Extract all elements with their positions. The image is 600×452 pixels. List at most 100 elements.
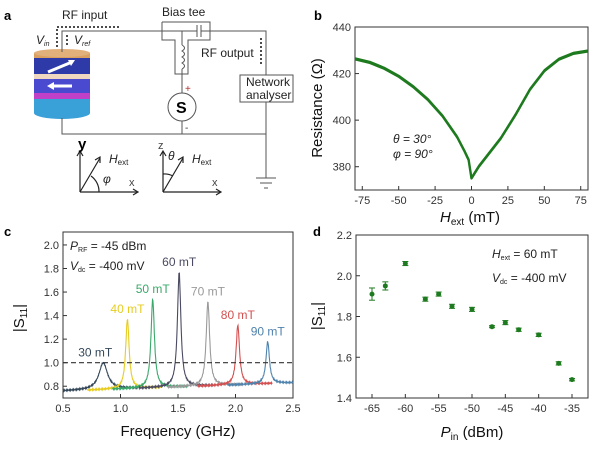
power-annotation: PRF = -45 dBm <box>70 239 146 254</box>
panel-d-chart: d |S11| Pin (dBm) Hext = 60 mT Vdc = -40… <box>309 224 589 443</box>
circuit-wires <box>61 21 294 189</box>
x-tick-label: -50 <box>464 403 480 415</box>
x-axis-label-2: x <box>212 177 218 189</box>
x-tick-label: -65 <box>364 403 380 415</box>
rf-input-dashed-line <box>56 26 262 66</box>
x-tick-label: -55 <box>431 403 447 415</box>
data-point <box>369 291 375 297</box>
y-tick-label: 1.0 <box>44 358 59 370</box>
x-axis-title: Frequency (GHz) <box>120 423 235 440</box>
data-point <box>489 324 495 330</box>
x-axis-title: Hext (mT) <box>440 209 500 228</box>
x-tick-label: 1.5 <box>170 403 185 415</box>
bias-tee-label: Bias tee <box>162 5 206 19</box>
phi-label: φ <box>103 172 111 186</box>
data-point <box>516 327 522 333</box>
data-point <box>436 291 442 297</box>
v-ref-label: Vref <box>74 33 91 48</box>
z-axis-label: z <box>158 140 164 152</box>
panel-label-b: b <box>314 8 322 23</box>
y-tick-label: 1.4 <box>337 393 352 405</box>
data-point <box>469 306 475 312</box>
x-tick-label: 0.5 <box>55 403 70 415</box>
series-label: 50 mT <box>136 282 171 296</box>
x-tick-label: -75 <box>354 195 370 207</box>
data-point <box>502 320 508 326</box>
panel-label-c: c <box>4 224 11 239</box>
source-symbol: S <box>176 100 187 117</box>
x-axis-label: x <box>129 177 135 189</box>
y-tick-label: 440 <box>333 22 351 34</box>
h-ext-label: Hext <box>109 152 129 167</box>
panel-b-chart: b Resistance (Ω) Hext (mT) θ = 30° φ = 9… <box>309 8 589 228</box>
y-tick-label: 400 <box>333 115 351 127</box>
y-tick-label: 1.8 <box>44 263 59 275</box>
x-tick-label: 75 <box>575 195 587 207</box>
x-tick-label: 25 <box>502 195 514 207</box>
data-point <box>536 332 542 338</box>
x-axis-title: Pin (dBm) <box>441 424 504 443</box>
voltage-annotation: Vdc = -400 mV <box>492 271 566 286</box>
x-tick-label: -35 <box>564 403 580 415</box>
data-point <box>382 283 388 289</box>
y-tick-label: 1.4 <box>44 311 59 323</box>
data-point <box>402 261 408 267</box>
spectrum-series <box>62 361 138 393</box>
data-point <box>569 377 575 383</box>
series-label: 70 mT <box>191 284 226 298</box>
y-axis-label: y <box>78 136 87 153</box>
x-tick-label: 2.5 <box>285 403 300 415</box>
h-ext-label-2: Hext <box>192 152 212 167</box>
phi-annotation: φ = 90° <box>393 147 433 161</box>
v-in-label: Vin <box>36 33 50 48</box>
minus-sign: - <box>185 123 188 134</box>
theta-label: θ <box>168 149 175 163</box>
series-label: 40 mT <box>110 302 145 316</box>
y-tick-label: 380 <box>333 162 351 174</box>
voltage-annotation: Vdc = -400 mV <box>70 259 144 274</box>
panel-c-chart: c |S11| Frequency (GHz) PRF = -45 dBm Vd… <box>4 224 301 440</box>
x-tick-label: -45 <box>497 403 513 415</box>
series-label: 60 mT <box>162 255 197 269</box>
y-tick-label: 2.2 <box>337 230 352 242</box>
mtj-device-icon <box>34 49 90 119</box>
y-tick-label: 0.8 <box>44 381 59 393</box>
spectrum-series <box>138 272 214 391</box>
panel-label-a: a <box>4 8 12 23</box>
rf-output-label: RF output <box>201 46 254 60</box>
x-tick-label: -60 <box>397 403 413 415</box>
y-tick-label: 1.6 <box>337 352 352 364</box>
spectrum-series <box>227 341 294 388</box>
series-label: 90 mT <box>251 324 286 338</box>
data-point <box>556 360 562 366</box>
series-label: 30 mT <box>78 346 113 360</box>
coordinate-axes-icon <box>76 149 223 196</box>
x-tick-label: -50 <box>391 195 407 207</box>
y-tick-label: 1.6 <box>44 287 59 299</box>
series-label: 80 mT <box>221 308 256 322</box>
data-point <box>449 303 455 309</box>
plus-sign: + <box>185 84 191 95</box>
y-tick-label: 420 <box>333 69 351 81</box>
y-tick-label: 1.8 <box>337 312 352 324</box>
x-tick-label: -25 <box>427 195 443 207</box>
x-tick-label: 2.0 <box>228 403 243 415</box>
panel-label-d: d <box>313 224 321 239</box>
panel-a-diagram: a <box>4 5 294 196</box>
resistance-curve <box>354 50 589 180</box>
x-tick-label: 1.0 <box>113 403 128 415</box>
resistance-curve-return-sweep <box>354 49 589 179</box>
y-tick-label: 2.0 <box>337 271 352 283</box>
spectrum-series <box>197 323 273 389</box>
y-axis-title: |S11| <box>309 302 328 330</box>
x-tick-label: 0 <box>468 195 474 207</box>
y-axis-title: Resistance (Ω) <box>309 58 326 158</box>
network-analyser-label-2: analyser <box>246 88 291 102</box>
network-analyser-label-1: Network <box>246 75 291 89</box>
y-tick-label: 1.2 <box>44 334 59 346</box>
plot-frame <box>354 26 589 191</box>
x-tick-label: -40 <box>531 403 547 415</box>
rf-input-label: RF input <box>62 8 108 22</box>
data-point <box>422 296 428 302</box>
